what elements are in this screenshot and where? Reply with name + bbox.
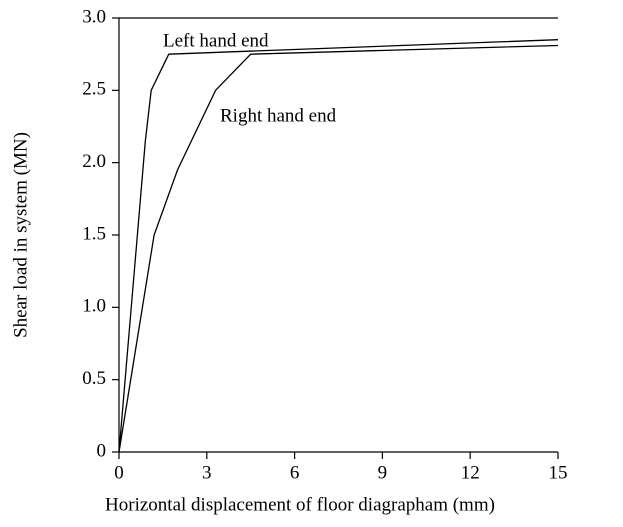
y-tick-label: 2.5 <box>82 79 106 100</box>
y-tick-label: 2.0 <box>82 151 106 172</box>
annotation: Left hand end <box>163 30 269 51</box>
x-tick-label: 9 <box>378 462 388 483</box>
x-tick-label: 3 <box>202 462 212 483</box>
y-tick-label: 0 <box>97 440 107 461</box>
y-tick-label: 1.0 <box>82 296 106 317</box>
x-tick-label: 12 <box>461 462 480 483</box>
x-tick-label: 6 <box>290 462 300 483</box>
x-axis-label: Horizontal displacement of floor diagrap… <box>105 494 495 515</box>
x-tick-label: 15 <box>549 462 568 483</box>
y-tick-label: 0.5 <box>82 368 106 389</box>
annotation: Right hand end <box>220 105 337 126</box>
y-tick-label: 1.5 <box>82 223 106 244</box>
series-line <box>118 39 559 453</box>
x-tick-label: 0 <box>114 462 124 483</box>
y-tick-label: 3.0 <box>82 6 106 27</box>
axis-frame <box>118 17 558 453</box>
y-axis-label: Shear load in system (MN) <box>10 132 31 338</box>
series-line <box>118 44 559 453</box>
